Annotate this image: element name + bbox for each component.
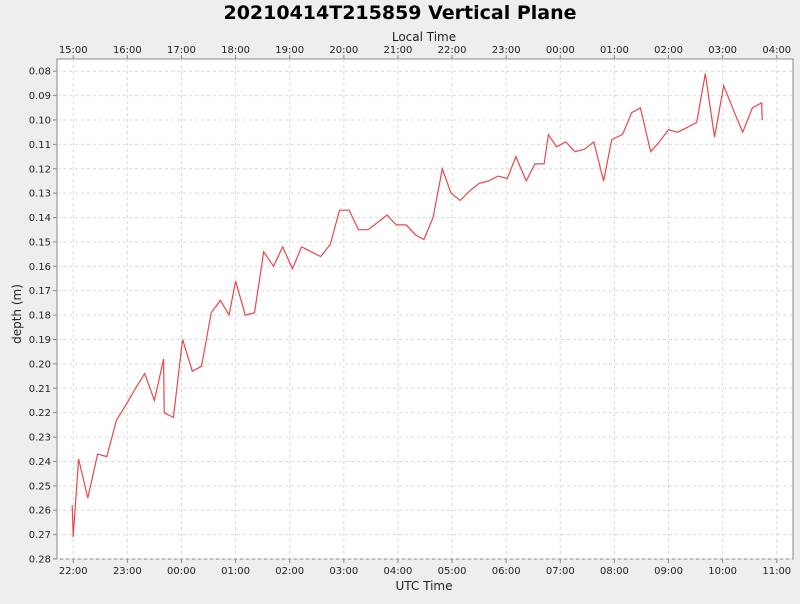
x-tick-label: 00:00 [167, 566, 196, 577]
y-tick-label: 0.16 [29, 262, 51, 273]
x-tick-label: 09:00 [654, 566, 683, 577]
y-tick-label: 0.22 [29, 408, 51, 419]
x-tick-label: 06:00 [492, 566, 521, 577]
y-tick-label: 0.18 [29, 311, 51, 322]
top-tick-label: 02:00 [654, 45, 683, 56]
top-tick-label: 03:00 [708, 45, 737, 56]
y-tick-label: 0.19 [29, 335, 51, 346]
y-tick-label: 0.27 [29, 530, 51, 541]
x-tick-label: 11:00 [762, 566, 791, 577]
plot-area: 22:00 23:00 00:00 01:00 02:00 03:00 04:00 05:00… [29, 45, 794, 577]
top-tick-label: 18:00 [221, 45, 250, 56]
x-tick-label: 04:00 [384, 566, 413, 577]
top-tick-label: 21:00 [384, 45, 413, 56]
chart-title: 20210414T215859 Vertical Plane [223, 2, 576, 24]
y-tick-label: 0.21 [29, 384, 51, 395]
x-tick-label: 22:00 [59, 566, 88, 577]
top-tick-label: 17:00 [167, 45, 196, 56]
x-tick-label: 08:00 [600, 566, 629, 577]
top-tick-label: 04:00 [762, 45, 791, 56]
x-tick-label: 03:00 [329, 566, 358, 577]
y-tick-label: 0.28 [29, 555, 51, 566]
x-tick-label: 23:00 [113, 566, 142, 577]
top-tick-label: 23:00 [492, 45, 521, 56]
y-tick-label: 0.11 [29, 140, 51, 151]
y-tick-label: 0.23 [29, 433, 51, 444]
top-tick-label: 22:00 [438, 45, 467, 56]
x-tick-label: 10:00 [708, 566, 737, 577]
y-tick-label: 0.09 [29, 91, 51, 102]
y-tick-label: 0.13 [29, 189, 51, 200]
y-tick-label: 0.12 [29, 164, 51, 175]
x-tick-label: 02:00 [275, 566, 304, 577]
y-tick-label: 0.10 [29, 115, 51, 126]
x-tick-label: 01:00 [221, 566, 250, 577]
y-tick-label: 0.25 [29, 481, 51, 492]
y-axis-title: depth (m) [10, 284, 24, 344]
top-tick-label: 16:00 [113, 45, 142, 56]
y-tick-label: 0.08 [29, 67, 51, 78]
top-tick-label: 20:00 [329, 45, 358, 56]
y-tick-label: 0.20 [29, 359, 51, 370]
depth-series-line [71, 73, 763, 538]
y-tick-label: 0.17 [29, 286, 51, 297]
x-tick-label: 07:00 [546, 566, 575, 577]
top-tick-label: 00:00 [546, 45, 575, 56]
plot-frame [56, 58, 794, 560]
y-tick-label: 0.24 [29, 457, 51, 468]
y-tick-label: 0.14 [29, 213, 51, 224]
x-axis-title: UTC Time [396, 579, 453, 593]
y-tick-label: 0.15 [29, 237, 51, 248]
top-tick-label: 19:00 [275, 45, 304, 56]
x-tick-label: 05:00 [438, 566, 467, 577]
top-tick-label: 01:00 [600, 45, 629, 56]
top-axis-title: Local Time [392, 30, 456, 44]
y-tick-label: 0.26 [29, 506, 51, 517]
top-tick-label: 15:00 [59, 45, 88, 56]
